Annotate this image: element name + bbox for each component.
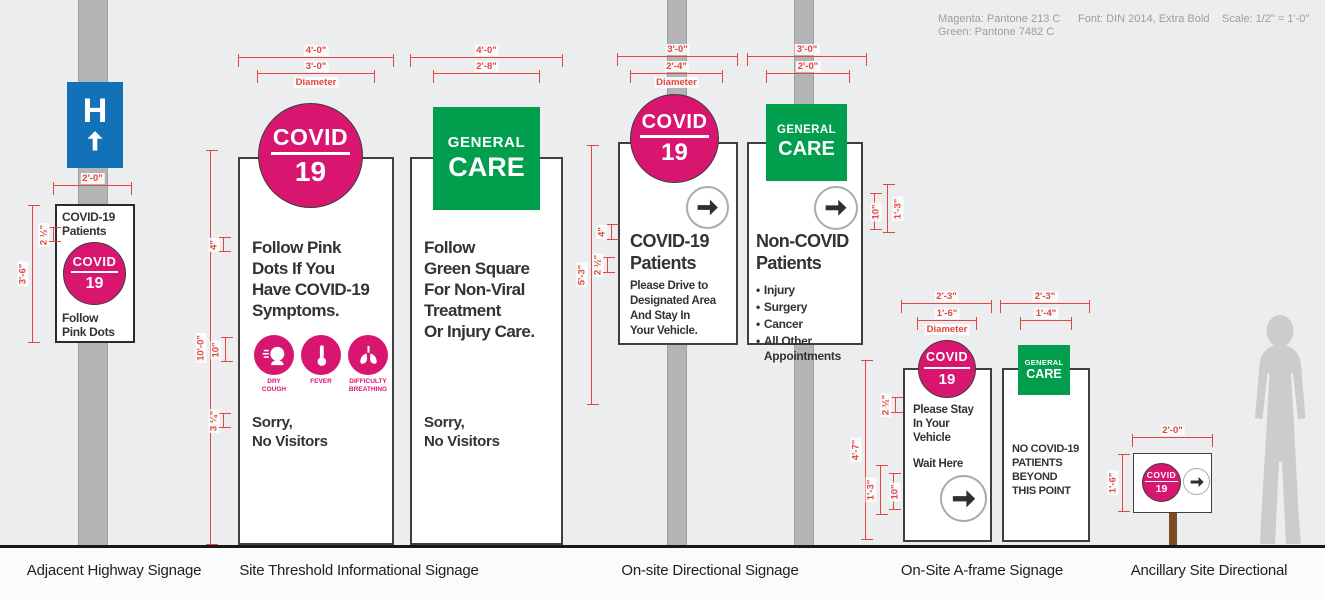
dim-ancillary-width: 2'-0" (1132, 425, 1213, 447)
ground-line (0, 545, 1325, 548)
dry-cough-icon (254, 335, 294, 375)
dim-directional-care-inner: 2'-0" (766, 61, 850, 83)
ancillary-wood-post (1169, 513, 1177, 546)
dim-threshold-c: 3 ¼" (208, 408, 231, 433)
magenta-note: Magenta: Pantone 213 C (938, 13, 1061, 25)
aframe-care-panel (1002, 368, 1090, 542)
general-care-badge: GENERAL CARE (433, 107, 540, 210)
directional-covid-panel (618, 142, 738, 345)
threshold-covid-footer: Sorry, No Visitors (252, 414, 328, 450)
dim-directional-covid-diameter: 2'-4" Diameter (630, 61, 723, 88)
right-arrow-icon (1190, 476, 1204, 487)
aframe-covid-body: Please Stay In Your Vehicle (913, 404, 974, 444)
right-arrow-circle (814, 186, 858, 230)
symptom-dry-cough: DRY COUGH (252, 335, 296, 394)
dim-aframe-c: 10" (889, 473, 901, 510)
dim-aframe-covid-diameter: 1'-6" Diameter (917, 308, 977, 335)
dim-directional-a: 4" (596, 224, 619, 240)
bullet-text: Injury (763, 283, 795, 297)
dim-directional-care-outer: 3'-0" (747, 44, 867, 66)
threshold-care-headline: Follow Green Square For Non-Viral Treatm… (424, 238, 535, 341)
dim-threshold-care-outer: 4'-0" (410, 45, 563, 67)
bullet-text: Cancer (763, 317, 803, 331)
dim-directional-arrow-inner: 10" (870, 193, 882, 230)
directional-care-title: Non-COVID Patients (756, 231, 849, 273)
list-item: • Surgery (756, 300, 858, 315)
bullet-marker: • (756, 283, 760, 297)
noncovid-bullet-list: • Injury • Surgery • Cancer • All Other Appoint… (756, 283, 858, 366)
fever-icon (301, 335, 341, 375)
label-strip (0, 548, 1325, 600)
covid-19-badge: COVID 19 (918, 340, 976, 398)
dim-aframe-care-outer: 2'-3" (1000, 291, 1090, 313)
list-item: • Cancer (756, 317, 858, 332)
symptom-difficulty-breathing: DIFFICULTY BREATHING (346, 335, 390, 394)
hospital-highway-sign: H (67, 82, 123, 168)
section-label-threshold: Site Threshold Informational Signage (239, 562, 479, 579)
covid-19-badge: COVID 19 (258, 103, 363, 208)
scale-note: Scale: 1/2" = 1'-0" (1222, 13, 1310, 25)
dim-highway-offset: 2 ½" (38, 222, 61, 247)
section-label-ancillary: Ancillary Site Directional (1130, 562, 1288, 579)
dim-threshold-covid-diameter: 3'-0" Diameter (257, 61, 375, 88)
dim-ancillary-height: 1'-6" (1107, 454, 1130, 512)
section-label-aframe: On-Site A-frame Signage (900, 562, 1064, 579)
symptom-fever: FEVER (299, 335, 343, 394)
list-item: • Injury (756, 283, 858, 298)
bullet-marker: • (756, 317, 760, 331)
general-care-badge: GENERAL CARE (766, 104, 847, 181)
dim-highway-width: 2'-0" (53, 173, 132, 195)
hospital-h-letter: H (82, 91, 108, 130)
covid-19-badge: COVID 19 (630, 94, 719, 183)
directional-covid-body: Please Drive to Designated Area And Stay… (630, 280, 716, 337)
general-care-badge: GENERAL CARE (1018, 345, 1070, 395)
highway-panel-top-text: COVID-19 Patients (62, 210, 115, 238)
dim-aframe-covid-outer: 2'-3" (901, 291, 992, 313)
right-arrow-icon (697, 199, 718, 216)
right-arrow-icon (825, 200, 847, 216)
covid-19-badge: COVID 19 (63, 242, 126, 305)
right-arrow-circle (686, 186, 729, 229)
right-arrow-circle (1183, 468, 1210, 495)
dim-highway-height: 3'-6" (17, 205, 40, 343)
up-arrow-icon (87, 130, 103, 150)
threshold-care-footer: Sorry, No Visitors (424, 414, 500, 450)
section-label-highway: Adjacent Highway Signage (26, 562, 202, 579)
bullet-text: All Other Appointments (763, 334, 841, 363)
dim-threshold-b: 10" (210, 337, 233, 362)
threshold-care-panel (410, 157, 563, 545)
dim-aframe-height: 4'-7" (850, 360, 873, 540)
covid-19-badge: COVID 19 (1142, 463, 1181, 502)
right-arrow-icon (952, 489, 975, 508)
aframe-care-body: NO COVID-19 PATIENTS BEYOND THIS POINT (1012, 443, 1079, 497)
color-notes: Magenta: Pantone 213 C Green: Pantone 748… (938, 13, 1060, 39)
dim-directional-covid-outer: 3'-0" (617, 44, 738, 66)
symptom-icon-row: DRY COUGH FEVER DIFFICULTY BREATHING (252, 335, 390, 394)
bullet-marker: • (756, 300, 760, 314)
bullet-marker: • (756, 334, 760, 348)
aframe-wait-here-text: Wait Here (913, 458, 963, 470)
dim-directional-b: 2 ½" (592, 252, 615, 278)
difficulty-breathing-icon (348, 335, 388, 375)
bullet-text: Surgery (763, 300, 808, 314)
list-item: • All Other Appointments (756, 334, 858, 363)
dim-directional-arrow-outer: 1'-3" (883, 184, 904, 233)
dim-aframe-a: 2 ½" (880, 392, 903, 418)
dim-threshold-covid-outer: 4'-0" (238, 45, 394, 67)
highway-panel-bottom-text: Follow Pink Dots (62, 311, 115, 339)
section-label-directional: On-site Directional Signage (621, 562, 799, 579)
person-silhouette (1255, 315, 1306, 544)
dim-aframe-b: 1'-3" (865, 465, 888, 515)
right-arrow-circle (940, 475, 987, 522)
directional-covid-title: COVID-19 Patients (630, 231, 710, 273)
dim-threshold-care-inner: 2'-8" (433, 61, 540, 83)
dim-directional-height: 5'-3" (576, 145, 599, 405)
dim-threshold-a: 4" (208, 237, 231, 252)
green-note: Green: Pantone 7482 C (938, 26, 1055, 38)
threshold-covid-headline: Follow Pink Dots If You Have COVID-19 Sy… (252, 238, 370, 320)
dim-aframe-care-inner: 1'-4" (1020, 308, 1072, 330)
font-note: Font: DIN 2014, Extra Bold (1078, 13, 1210, 25)
